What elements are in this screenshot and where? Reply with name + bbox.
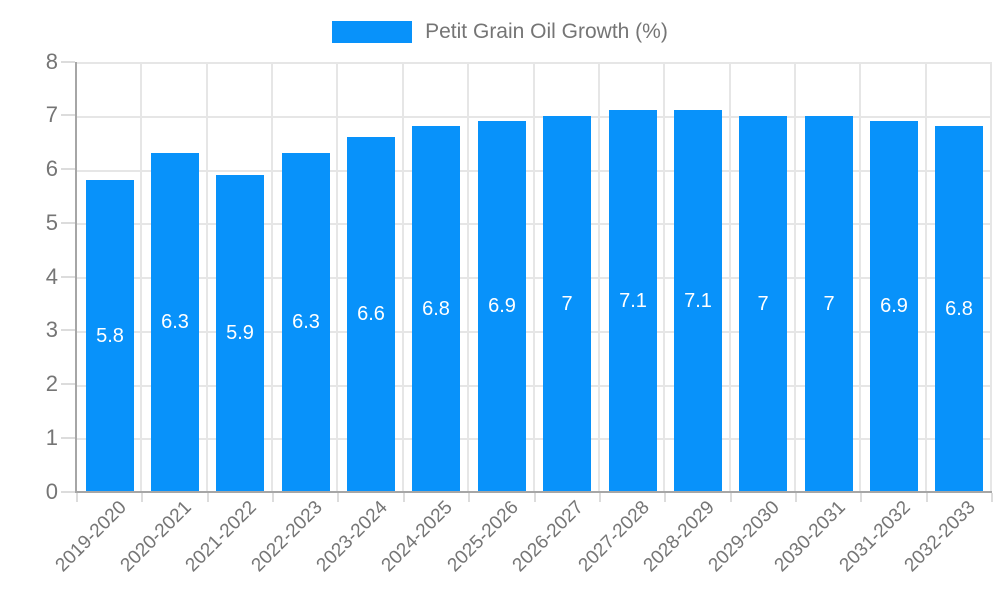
legend-label: Petit Grain Oil Growth (%) <box>425 20 668 43</box>
y-tick-label: 5 <box>45 210 58 235</box>
gridline-vertical <box>271 62 273 492</box>
gridline-vertical <box>598 62 600 492</box>
y-tick-label: 8 <box>45 49 58 74</box>
gridline-vertical <box>533 62 535 492</box>
gridline-vertical <box>990 62 992 492</box>
bar: 7 <box>543 116 591 492</box>
y-tick-label: 7 <box>45 102 58 127</box>
y-tick-label: 0 <box>45 479 58 504</box>
bar: 6.8 <box>412 126 460 492</box>
y-tick-label: 2 <box>45 371 58 396</box>
x-axis-tick <box>730 493 732 502</box>
y-axis-tick <box>61 276 75 278</box>
y-axis-tick <box>61 168 75 170</box>
gridline-vertical <box>794 62 796 492</box>
x-axis-tick <box>926 493 928 502</box>
bar-value-label: 7 <box>757 292 769 315</box>
y-tick-label: 3 <box>45 317 58 342</box>
y-axis-tick <box>61 114 75 116</box>
bar: 6.6 <box>347 137 395 492</box>
x-axis-tick <box>272 493 274 502</box>
bar: 6.3 <box>151 153 199 492</box>
bar-value-label: 7.1 <box>684 289 712 312</box>
bar-value-label: 6.8 <box>422 297 450 320</box>
x-axis-tick <box>534 493 536 502</box>
y-axis-tick <box>61 61 75 63</box>
legend-swatch <box>332 21 413 43</box>
x-axis-tick <box>860 493 862 502</box>
x-axis-tick <box>664 493 666 502</box>
bar-value-label: 7 <box>823 292 835 315</box>
gridline-vertical <box>336 62 338 492</box>
gridline-vertical <box>925 62 927 492</box>
y-tick-label: 6 <box>45 156 58 181</box>
gridline-vertical <box>467 62 469 492</box>
x-axis-tick <box>403 493 405 502</box>
bar-value-label: 5.8 <box>96 324 124 347</box>
y-tick-label: 4 <box>45 264 58 289</box>
y-axis-tick <box>61 329 75 331</box>
gridline-vertical <box>402 62 404 492</box>
bar: 5.9 <box>216 175 264 492</box>
y-axis-tick <box>61 491 75 493</box>
gridline-vertical <box>140 62 142 492</box>
legend: Petit Grain Oil Growth (%) <box>0 20 1000 44</box>
bar: 5.8 <box>86 180 134 492</box>
x-axis-tick <box>795 493 797 502</box>
bar-value-label: 7.1 <box>619 289 647 312</box>
bar-value-label: 6.9 <box>488 295 516 317</box>
y-axis-tick <box>61 383 75 385</box>
x-axis-tick <box>468 493 470 502</box>
bar: 6.9 <box>478 121 526 492</box>
x-axis-line <box>75 491 992 493</box>
bar-value-label: 6.8 <box>945 297 973 320</box>
x-axis-tick <box>991 493 993 502</box>
x-axis-tick <box>76 493 78 502</box>
y-axis-tick <box>61 437 75 439</box>
bar-value-label: 6.6 <box>357 303 385 325</box>
y-axis-tick <box>61 222 75 224</box>
bar: 6.8 <box>935 126 983 492</box>
bar-value-label: 6.9 <box>880 295 908 317</box>
gridline-vertical <box>206 62 208 492</box>
bar: 7.1 <box>609 110 657 492</box>
bar: 6.3 <box>282 153 330 492</box>
x-axis-tick <box>337 493 339 502</box>
bar: 7.1 <box>674 110 722 492</box>
bar-value-label: 5.9 <box>226 322 254 344</box>
x-axis-tick <box>599 493 601 502</box>
gridline-vertical <box>663 62 665 492</box>
plot-area: 5.8 6.3 5.9 6.3 6.6 6.8 6.9 7 7.1 7.1 7 7 6.9 6.8 <box>77 62 992 492</box>
y-tick-label: 1 <box>45 425 58 450</box>
bar-value-label: 6.3 <box>161 311 189 333</box>
y-axis-line <box>75 62 77 493</box>
bar: 7 <box>739 116 787 492</box>
bar: 6.9 <box>870 121 918 492</box>
bar-value-label: 6.3 <box>292 311 320 333</box>
gridline-vertical <box>859 62 861 492</box>
x-axis-tick <box>207 493 209 502</box>
gridline-vertical <box>729 62 731 492</box>
bar: 7 <box>805 116 853 492</box>
bar-value-label: 7 <box>561 292 573 315</box>
x-axis-tick <box>141 493 143 502</box>
